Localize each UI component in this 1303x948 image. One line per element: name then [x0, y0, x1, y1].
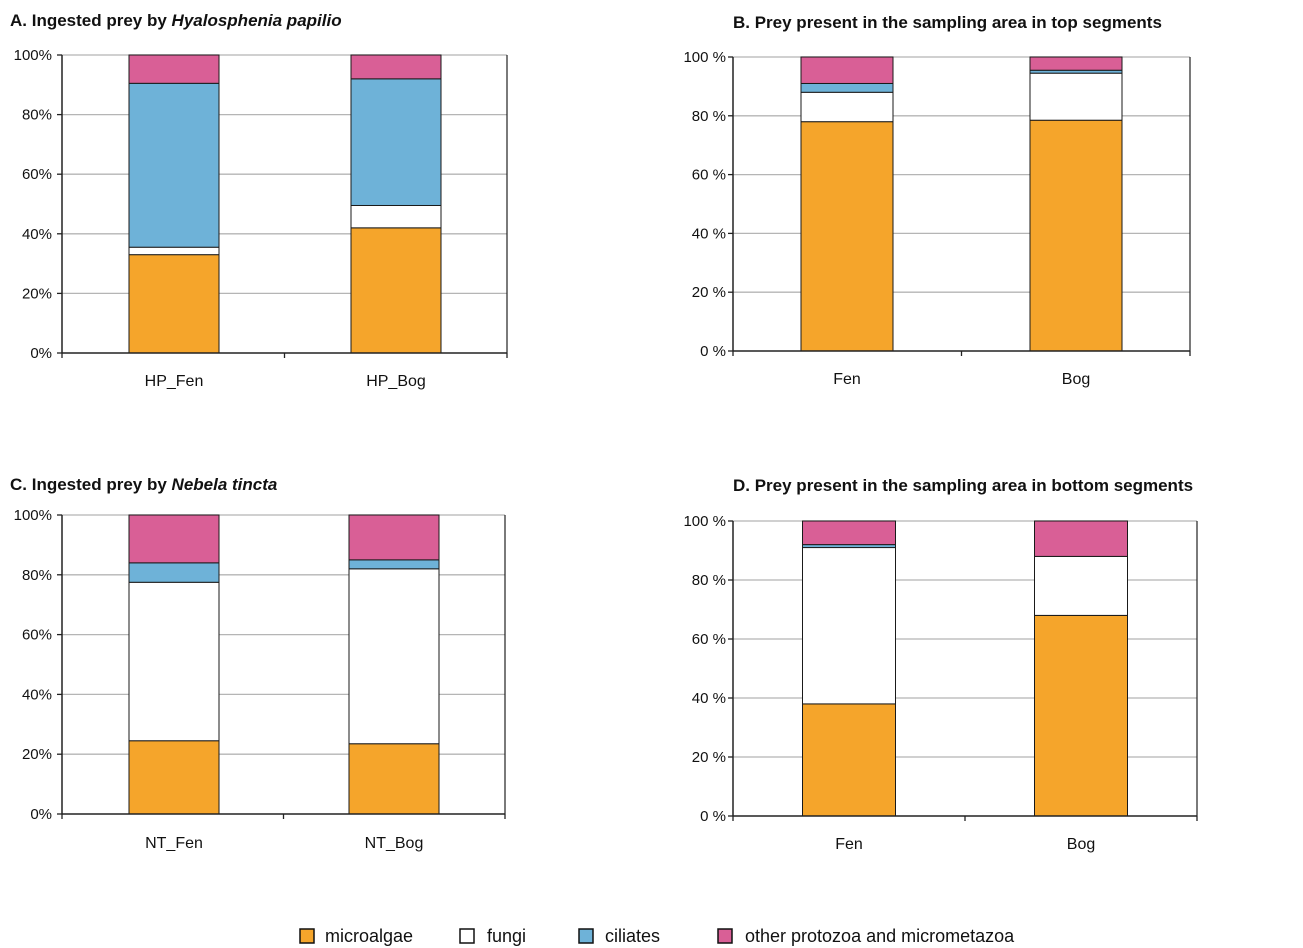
chart-title-species: Hyalosphenia papilio [172, 11, 342, 30]
bar-segment-other [802, 520, 896, 546]
bar-segment-microalgae [1034, 614, 1128, 817]
bar-segment-ciliates [128, 562, 220, 583]
chart-title: A. Ingested prey by Hyalosphenia papilio [10, 11, 342, 30]
bar-segment-other [1034, 520, 1128, 557]
y-tick-label: 60% [22, 627, 52, 644]
legend-swatch [578, 928, 594, 944]
bar-segment-fungi [802, 547, 896, 705]
bar-segment-fungi [800, 91, 894, 123]
legend-label: fungi [487, 926, 526, 946]
legend-item-other: other protozoa and micrometazoa [717, 926, 1015, 946]
bar-segment-other [128, 54, 220, 84]
legend-item-fungi: fungi [459, 926, 526, 946]
bar-segment-microalgae [348, 743, 440, 815]
bar-segment-microalgae [128, 740, 220, 815]
bar-segment-fungi [350, 204, 442, 229]
y-tick-label: 80 % [692, 108, 726, 125]
y-tick-label: 100% [14, 507, 52, 524]
y-tick-label: 80% [22, 567, 52, 584]
chart-panel: B. Prey present in the sampling area in … [683, 13, 1191, 388]
y-tick-label: 20 % [692, 749, 726, 766]
chart-panels: A. Ingested prey by Hyalosphenia papilio… [10, 11, 1198, 853]
chart-title-species: Nebela tincta [172, 475, 278, 494]
y-tick-label: 20 % [692, 284, 726, 301]
y-tick-label: 20% [22, 746, 52, 763]
y-tick-label: 100 % [683, 49, 726, 66]
legend-item-microalgae: microalgae [299, 926, 413, 946]
bar-segment-other [348, 514, 440, 561]
y-tick-label: 60 % [692, 167, 726, 184]
bar-segment-fungi [348, 568, 440, 745]
bar-segment-microalgae [802, 703, 896, 817]
x-category-label: Bog [1062, 371, 1090, 388]
legend-swatch [717, 928, 733, 944]
bar-segment-microalgae [800, 121, 894, 352]
bar-segment-microalgae [1029, 119, 1123, 352]
x-category-label: Fen [835, 836, 863, 853]
bar-segment-microalgae [350, 227, 442, 354]
y-tick-label: 0 % [700, 808, 726, 825]
y-tick-label: 100 % [683, 513, 726, 530]
x-category-label: NT_Fen [145, 835, 203, 852]
chart-title: D. Prey present in the sampling area in … [733, 476, 1193, 495]
bar-segment-fungi [1029, 72, 1123, 121]
bar-segment-ciliates [128, 82, 220, 248]
y-tick-label: 20% [22, 285, 52, 302]
legend-label: ciliates [605, 926, 660, 946]
bar-segment-other [800, 56, 894, 84]
y-tick-label: 0% [30, 806, 52, 823]
bar-segment-fungi [128, 246, 220, 256]
chart-panel: D. Prey present in the sampling area in … [683, 476, 1198, 853]
legend-label: microalgae [325, 926, 413, 946]
chart-title: B. Prey present in the sampling area in … [733, 13, 1162, 32]
bar-segment-fungi [128, 581, 220, 742]
bar-segment-ciliates [348, 559, 440, 570]
bar-segment-ciliates [350, 78, 442, 206]
y-tick-label: 100% [14, 47, 52, 64]
y-tick-label: 40% [22, 226, 52, 243]
y-tick-label: 40 % [692, 225, 726, 242]
y-tick-label: 80% [22, 107, 52, 124]
legend-swatch [459, 928, 475, 944]
y-tick-label: 60 % [692, 631, 726, 648]
chart-title: C. Ingested prey by Nebela tincta [10, 475, 277, 494]
legend-swatch [299, 928, 315, 944]
x-category-label: Bog [1067, 836, 1095, 853]
legend: microalgae fungi ciliates other protozoa an… [299, 926, 1015, 946]
y-tick-label: 40 % [692, 690, 726, 707]
chart-title-text: A. Ingested prey by [10, 11, 172, 30]
bar-segment-microalgae [128, 254, 220, 354]
y-tick-label: 0 % [700, 343, 726, 360]
bar-segment-other [128, 514, 220, 564]
chart-title-text: B. Prey present in the sampling area in … [733, 13, 1162, 32]
x-category-label: HP_Bog [366, 373, 426, 390]
legend-label: other protozoa and micrometazoa [745, 926, 1015, 946]
x-category-label: NT_Bog [365, 835, 424, 852]
bar-segment-other [1029, 56, 1123, 71]
bar-segment-other [350, 54, 442, 80]
y-tick-label: 80 % [692, 572, 726, 589]
chart-panel: C. Ingested prey by Nebela tincta 0% 20% 40… [10, 475, 506, 852]
y-tick-label: 40% [22, 686, 52, 703]
bar-segment-ciliates [800, 82, 894, 93]
chart-title-text: C. Ingested prey by [10, 475, 172, 494]
chart-panel: A. Ingested prey by Hyalosphenia papilio… [10, 11, 508, 390]
x-category-label: Fen [833, 371, 861, 388]
y-tick-label: 60% [22, 166, 52, 183]
bar-segment-fungi [1034, 555, 1128, 616]
y-tick-label: 0% [30, 345, 52, 362]
x-category-label: HP_Fen [145, 373, 204, 390]
chart-title-text: D. Prey present in the sampling area in … [733, 476, 1193, 495]
legend-item-ciliates: ciliates [578, 926, 660, 946]
